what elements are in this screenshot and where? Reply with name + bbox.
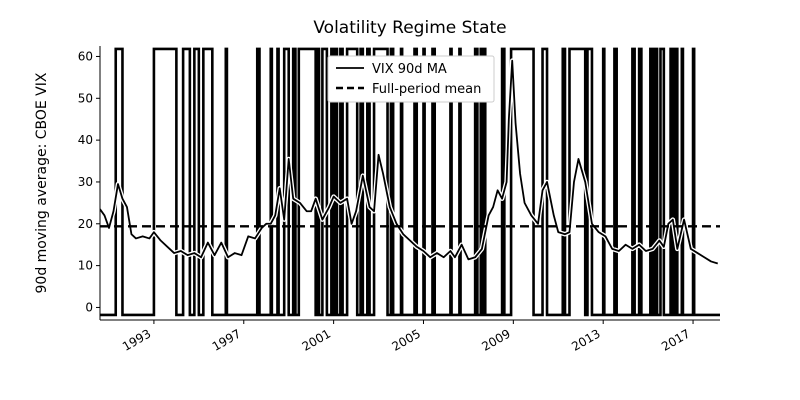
series-line-vix [100, 59, 719, 265]
legend-box [327, 55, 495, 103]
legend-label: VIX 90d MA [372, 62, 447, 77]
x-tick-label: 2013 [569, 326, 602, 353]
chart-title: Volatility Regime State [313, 18, 506, 38]
x-tick-label: 2001 [300, 326, 333, 353]
y-tick-label: 40 [78, 133, 93, 147]
y-tick-label: 20 [78, 217, 93, 231]
legend-label: Full-period mean [372, 82, 481, 97]
regime-state-line [100, 47, 720, 317]
y-axis-title: 90d moving average: CBOE VIX [34, 72, 50, 293]
x-tick-label: 2017 [659, 326, 692, 353]
plot-area [100, 47, 720, 317]
x-tick-label: 2005 [390, 326, 423, 353]
x-tick-label: 2009 [479, 326, 512, 353]
y-tick-label: 60 [78, 49, 93, 63]
y-tick-label: 30 [78, 175, 93, 189]
legend: VIX 90d MA Full-period mean [327, 55, 495, 103]
y-tick-label: 10 [78, 259, 93, 273]
x-tick-label: 1997 [210, 326, 243, 353]
y-tick-label: 50 [78, 91, 93, 105]
y-tick-label: 0 [85, 300, 93, 314]
x-tick-label: 1993 [120, 326, 153, 353]
